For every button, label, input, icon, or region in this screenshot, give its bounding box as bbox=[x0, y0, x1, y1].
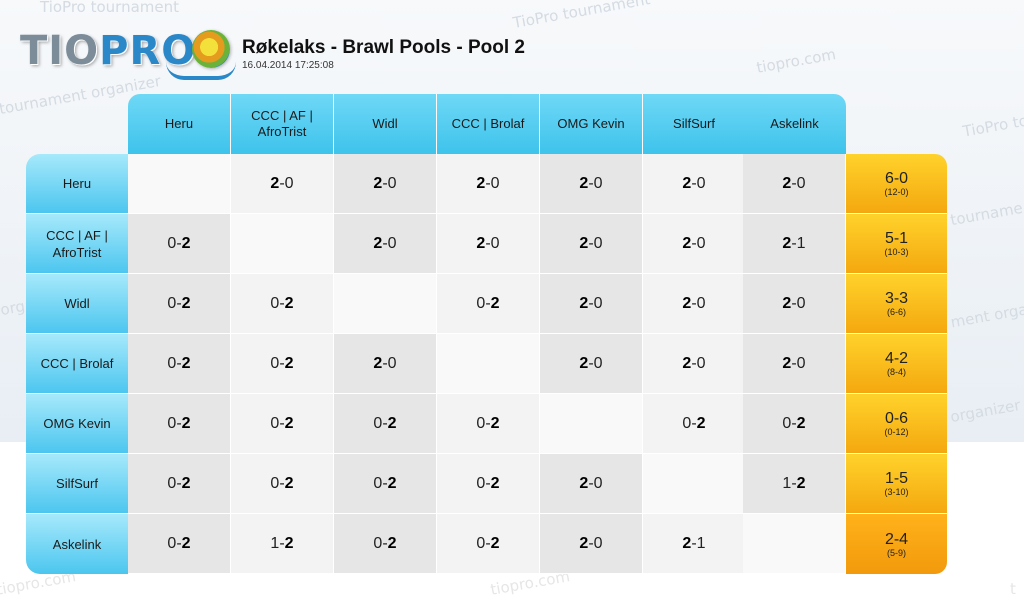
column-header-player[interactable]: SilfSurf bbox=[643, 94, 746, 154]
match-result-cell[interactable]: 2-0 bbox=[743, 334, 846, 394]
match-result-cell[interactable]: 2-0 bbox=[334, 334, 437, 394]
player-total: 6-0 (12-0) bbox=[846, 154, 947, 214]
match-result-cell[interactable]: 2-0 bbox=[540, 334, 643, 394]
match-result-cell[interactable]: 0-2 bbox=[231, 394, 334, 454]
match-result-cell[interactable]: 2-0 bbox=[643, 154, 746, 214]
column-header-player[interactable]: CCC | AF | AfroTrist bbox=[231, 94, 334, 154]
match-result-cell[interactable]: 0-2 bbox=[231, 274, 334, 334]
match-result-cell[interactable]: 0-2 bbox=[128, 454, 231, 514]
match-result-cell[interactable]: 2-0 bbox=[643, 274, 746, 334]
match-result-cell[interactable]: 0-2 bbox=[128, 214, 231, 274]
total-score: 1-5 bbox=[884, 470, 909, 487]
watermark-text: t bbox=[1010, 580, 1016, 597]
empty-cell bbox=[540, 394, 643, 454]
match-result-cell[interactable]: 2-0 bbox=[540, 454, 643, 514]
empty-cell bbox=[643, 454, 746, 514]
match-result-cell[interactable]: 0-2 bbox=[231, 454, 334, 514]
match-result-cell[interactable]: 1-2 bbox=[743, 454, 846, 514]
empty-cell bbox=[128, 154, 231, 214]
match-result-cell[interactable]: 2-0 bbox=[540, 274, 643, 334]
row-header-player[interactable]: CCC | Brolaf bbox=[26, 334, 128, 394]
empty-cell bbox=[231, 214, 334, 274]
match-result-cell[interactable]: 2-0 bbox=[643, 334, 746, 394]
match-result-cell[interactable]: 0-2 bbox=[231, 334, 334, 394]
match-result-cell[interactable]: 0-2 bbox=[437, 454, 540, 514]
match-result-cell[interactable]: 2-0 bbox=[231, 154, 334, 214]
player-total: 3-3 (6-6) bbox=[846, 274, 947, 334]
match-result-cell[interactable]: 2-0 bbox=[437, 154, 540, 214]
match-result-cell[interactable]: 2-0 bbox=[540, 514, 643, 574]
match-result-cell[interactable]: 2-0 bbox=[334, 154, 437, 214]
match-result-cell[interactable]: 2-0 bbox=[540, 214, 643, 274]
match-result-cell[interactable]: 0-2 bbox=[334, 394, 437, 454]
page-timestamp: 16.04.2014 17:25:08 bbox=[242, 60, 334, 71]
match-result-cell[interactable]: 0-2 bbox=[643, 394, 746, 454]
empty-cell bbox=[437, 334, 540, 394]
logo-swoosh-icon bbox=[166, 62, 236, 80]
player-total: 5-1 (10-3) bbox=[846, 214, 947, 274]
match-result-cell[interactable]: 0-2 bbox=[437, 274, 540, 334]
total-games: (0-12) bbox=[884, 427, 909, 437]
total-score: 5-1 bbox=[884, 230, 909, 247]
empty-cell bbox=[334, 274, 437, 334]
logo-gear-icon bbox=[192, 30, 230, 68]
page-title: Røkelaks - Brawl Pools - Pool 2 bbox=[242, 37, 525, 58]
match-result-cell[interactable]: 0-2 bbox=[128, 514, 231, 574]
logo-tio-text: TIO bbox=[20, 28, 100, 74]
match-result-cell[interactable]: 0-2 bbox=[334, 514, 437, 574]
total-games: (6-6) bbox=[886, 307, 906, 317]
match-result-cell[interactable]: 0-2 bbox=[437, 394, 540, 454]
total-score: 0-6 bbox=[884, 410, 909, 427]
match-result-cell[interactable]: 2-0 bbox=[743, 274, 846, 334]
total-games: (8-4) bbox=[886, 367, 906, 377]
match-result-cell[interactable]: 0-2 bbox=[334, 454, 437, 514]
match-result-cell[interactable]: 2-0 bbox=[743, 154, 846, 214]
total-score: 4-2 bbox=[884, 350, 909, 367]
column-header-player[interactable]: CCC | Brolaf bbox=[437, 94, 540, 154]
match-result-cell[interactable]: 2-0 bbox=[334, 214, 437, 274]
total-score: 6-0 bbox=[884, 170, 909, 187]
match-result-cell[interactable]: 0-2 bbox=[128, 394, 231, 454]
player-total: 2-4 (5-9) bbox=[846, 514, 947, 574]
row-header-player[interactable]: SilfSurf bbox=[26, 454, 128, 514]
match-result-cell[interactable]: 2-1 bbox=[743, 214, 846, 274]
row-header-player[interactable]: CCC | AF | AfroTrist bbox=[26, 214, 128, 274]
match-result-cell[interactable]: 0-2 bbox=[743, 394, 846, 454]
row-header-player[interactable]: Widl bbox=[26, 274, 128, 334]
match-result-cell[interactable]: 0-2 bbox=[128, 274, 231, 334]
column-header-player[interactable]: Heru bbox=[128, 94, 231, 154]
total-games: (5-9) bbox=[886, 547, 906, 558]
match-result-cell[interactable]: 2-0 bbox=[437, 214, 540, 274]
column-header-player[interactable]: Askelink bbox=[743, 94, 846, 154]
player-total: 0-6 (0-12) bbox=[846, 394, 947, 454]
row-header-player[interactable]: OMG Kevin bbox=[26, 394, 128, 454]
match-result-cell[interactable]: 0-2 bbox=[128, 334, 231, 394]
empty-cell bbox=[743, 514, 846, 574]
column-header-player[interactable]: OMG Kevin bbox=[540, 94, 643, 154]
column-header-player[interactable]: Widl bbox=[334, 94, 437, 154]
total-score: 3-3 bbox=[884, 290, 909, 307]
row-header-player[interactable]: Askelink bbox=[26, 514, 128, 574]
tiopro-logo[interactable]: TIOPRO bbox=[16, 24, 236, 80]
total-games: (3-10) bbox=[884, 487, 909, 497]
match-result-cell[interactable]: 2-0 bbox=[540, 154, 643, 214]
row-header-player[interactable]: Heru bbox=[26, 154, 128, 214]
total-games: (12-0) bbox=[884, 187, 909, 197]
player-total: 4-2 (8-4) bbox=[846, 334, 947, 394]
player-total: 1-5 (3-10) bbox=[846, 454, 947, 514]
total-games: (10-3) bbox=[884, 247, 909, 257]
match-result-cell[interactable]: 2-1 bbox=[643, 514, 746, 574]
match-result-cell[interactable]: 2-0 bbox=[643, 214, 746, 274]
total-score: 2-4 bbox=[884, 530, 909, 548]
match-result-cell[interactable]: 1-2 bbox=[231, 514, 334, 574]
match-result-cell[interactable]: 0-2 bbox=[437, 514, 540, 574]
